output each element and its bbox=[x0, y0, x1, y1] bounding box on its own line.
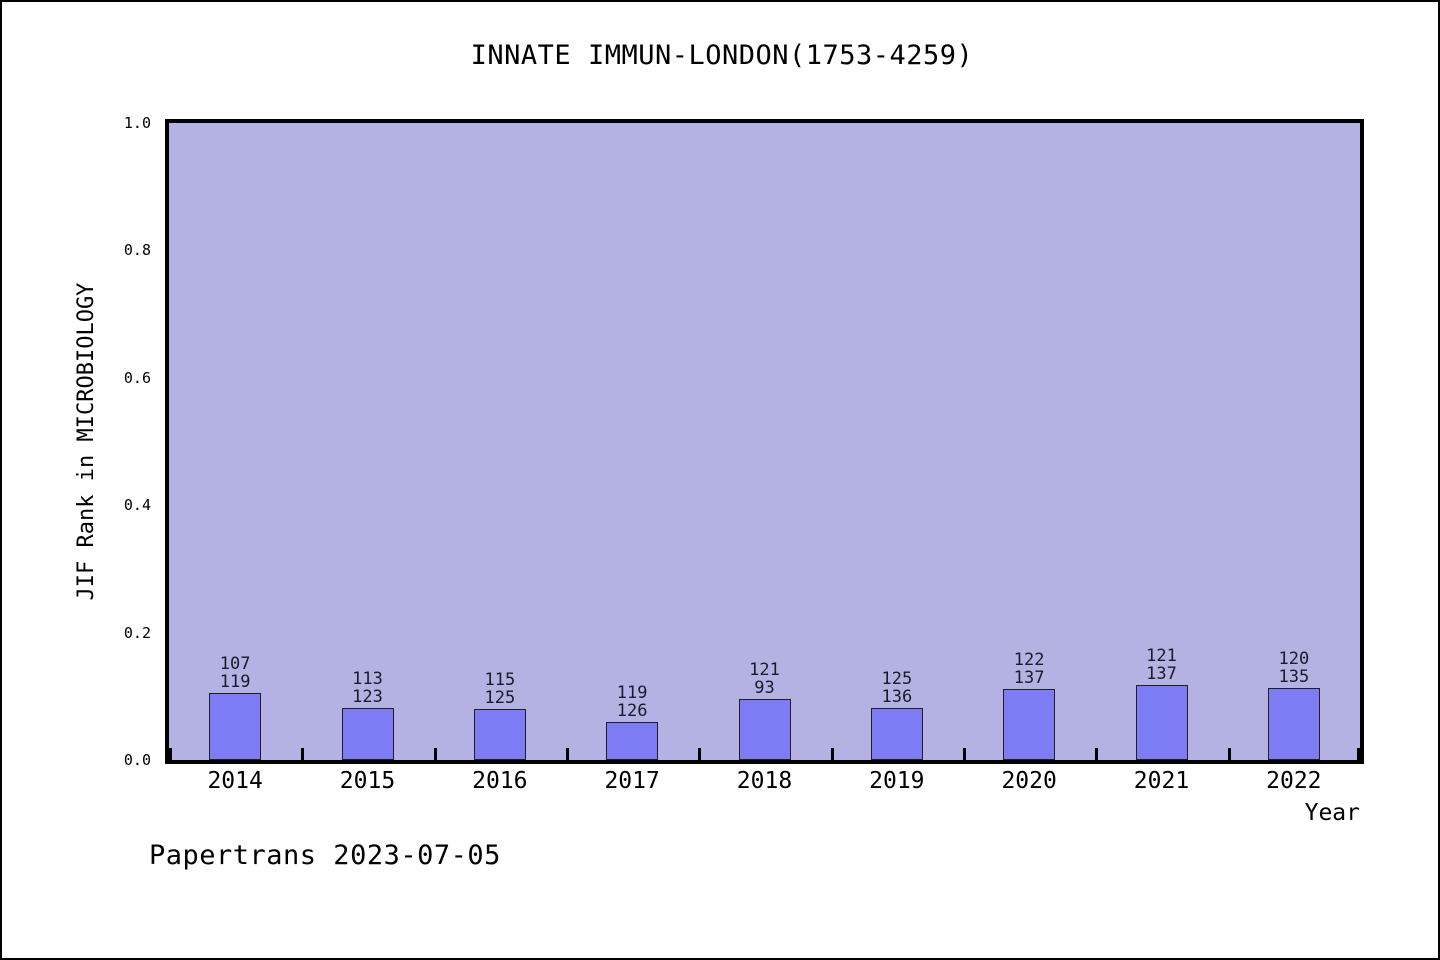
bar-value-label-2014: 107 119 bbox=[179, 655, 291, 691]
bar-rank-value: 115 bbox=[484, 670, 516, 691]
x-tick-label-2016: 2016 bbox=[472, 768, 528, 794]
x-tick-label-2017: 2017 bbox=[604, 768, 660, 794]
bar-total-value: 137 bbox=[1013, 668, 1045, 689]
x-tick-mark bbox=[1357, 748, 1360, 760]
bar-total-value: 119 bbox=[219, 672, 251, 693]
x-tick-label-2014: 2014 bbox=[207, 768, 263, 794]
bar-2014 bbox=[209, 693, 262, 760]
bar-rank-value: 121 bbox=[749, 659, 780, 680]
bar-2015 bbox=[341, 708, 394, 760]
bar-total-value: 137 bbox=[1146, 663, 1177, 684]
bar-value-label-2020: 122 137 bbox=[973, 651, 1085, 687]
bar-2020 bbox=[1003, 689, 1056, 760]
bar-value-label-2018: 121 93 bbox=[709, 661, 821, 697]
bar-value-label-2016: 115 125 bbox=[444, 671, 556, 707]
bar-2019 bbox=[870, 708, 923, 760]
x-tick-label-2019: 2019 bbox=[869, 768, 925, 794]
y-tick-label-0.4: 0.4 bbox=[123, 496, 151, 515]
bar-value-label-2021: 121 137 bbox=[1106, 647, 1218, 683]
bar-total-value: 125 bbox=[484, 688, 516, 709]
x-tick-mark bbox=[566, 748, 569, 760]
x-tick-mark bbox=[301, 748, 305, 760]
y-axis-title: JIF Rank in MICROBIOLOGY bbox=[74, 282, 99, 601]
x-tick-label-2022: 2022 bbox=[1266, 768, 1322, 794]
x-tick-mark bbox=[433, 748, 437, 760]
bar-value-label-2017: 119 126 bbox=[576, 684, 688, 720]
bar-rank-value: 120 bbox=[1278, 649, 1310, 670]
bar-rank-value: 107 bbox=[219, 654, 251, 675]
bar-rank-value: 122 bbox=[1013, 650, 1045, 671]
bar-rank-value: 113 bbox=[352, 669, 383, 690]
footer-note: Papertrans 2023-07-05 bbox=[149, 840, 501, 871]
x-axis-title: Year bbox=[1304, 800, 1360, 826]
x-tick-label-2015: 2015 bbox=[339, 768, 396, 794]
bar-2021 bbox=[1135, 684, 1188, 760]
bar-value-label-2019: 125 136 bbox=[841, 670, 953, 706]
x-tick-mark bbox=[698, 748, 702, 760]
x-tick-mark bbox=[963, 748, 966, 760]
bar-2018 bbox=[738, 698, 791, 760]
bar-value-label-2015: 113 123 bbox=[312, 670, 424, 706]
y-tick-label-1.0: 1.0 bbox=[123, 114, 151, 132]
bar-value-label-2022: 120 135 bbox=[1238, 650, 1350, 686]
plot-area: 107 119 113 123 115 125 119 126 121 93 125 136 122 13… bbox=[165, 119, 1364, 764]
bar-total-value: 135 bbox=[1278, 667, 1310, 688]
bar-2017 bbox=[606, 722, 659, 760]
bar-rank-value: 125 bbox=[881, 669, 913, 690]
x-tick-label-2020: 2020 bbox=[1001, 768, 1057, 794]
bar-total-value: 136 bbox=[881, 687, 913, 708]
bar-2016 bbox=[473, 709, 526, 760]
bar-total-value: 126 bbox=[616, 701, 648, 722]
y-tick-label-0.8: 0.8 bbox=[123, 241, 151, 260]
y-tick-label-0.0: 0.0 bbox=[123, 751, 151, 769]
x-tick-mark bbox=[1227, 748, 1231, 760]
x-tick-mark bbox=[1095, 748, 1099, 760]
bar-total-value: 93 bbox=[754, 677, 775, 698]
x-tick-mark bbox=[169, 748, 172, 760]
bar-rank-value: 121 bbox=[1146, 645, 1177, 666]
bar-rank-value: 119 bbox=[616, 683, 648, 704]
page-title: INNATE IMMUN-LONDON(1753-4259) bbox=[470, 40, 974, 71]
x-tick-label-2018: 2018 bbox=[736, 768, 793, 794]
bar-2022 bbox=[1267, 688, 1320, 760]
x-tick-mark bbox=[830, 748, 834, 760]
bar-total-value: 123 bbox=[352, 687, 383, 708]
y-tick-label-0.6: 0.6 bbox=[123, 368, 151, 387]
x-tick-label-2021: 2021 bbox=[1133, 768, 1190, 794]
plot-inner: 107 119 113 123 115 125 119 126 121 93 125 136 122 13… bbox=[169, 123, 1360, 760]
y-tick-label-0.2: 0.2 bbox=[123, 623, 151, 642]
